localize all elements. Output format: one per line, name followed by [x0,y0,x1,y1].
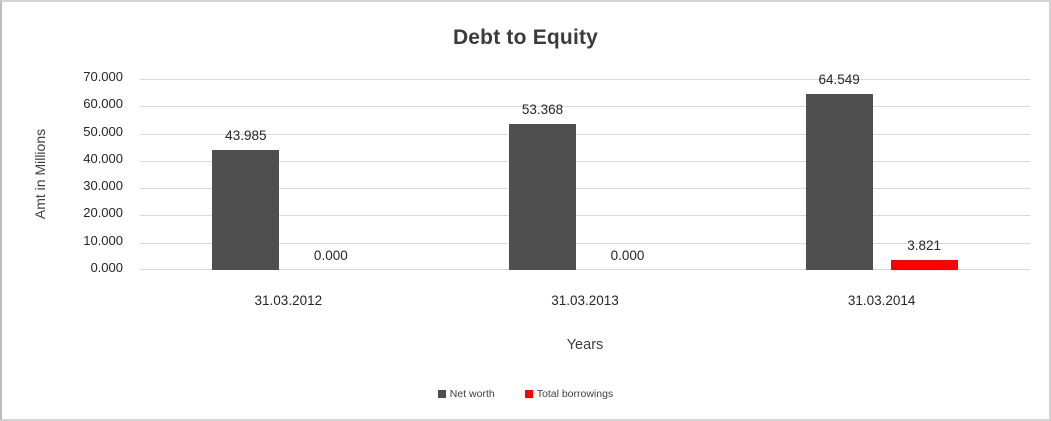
y-axis-tick-label: 0.000 [90,260,123,275]
y-axis-tick-label: 30.000 [83,178,123,194]
gridline [140,269,1030,270]
gridline [140,160,1030,162]
data-label: 3.821 [907,237,942,253]
gridline [140,106,1030,108]
legend: Net worth Total borrowings [2,388,1049,400]
x-axis-category-label: 31.03.2014 [847,293,916,308]
y-axis-tick-labels: 0.000 10.000 20.000 30.000 40.000 50.000 60.00… [2,69,123,275]
bar-net-worth [805,93,873,270]
legend-item-total-borrowings: Total borrowings [524,388,614,400]
x-axis-category-label: 31.03.2012 [254,293,323,308]
x-axis-category-label: 31.03.2013 [551,293,619,308]
gridline [140,215,1030,217]
gridline [140,79,1030,80]
data-label: 0.000 [313,248,348,263]
bar-group: 64.549 3.821 [733,72,1030,270]
bar-total-borrowings [890,259,958,270]
chart-title: Debt to Equity [452,26,599,49]
bar-net-worth [212,149,280,270]
plot-area: 43.985 0.000 53.368 0.000 64.549 3.821 [140,72,1030,270]
gridline [140,188,1030,190]
y-axis-tick-label: 70.000 [83,69,123,84]
legend-swatch-icon [437,390,446,398]
gridline [140,133,1030,135]
data-label: 0.000 [610,248,645,263]
legend-label: Total borrowings [536,388,614,400]
bar-group: 53.368 0.000 [437,79,734,270]
bar-net-worth [508,124,576,270]
y-axis-tick-label: 50.000 [83,123,123,139]
legend-item-net-worth: Net worth [437,388,495,400]
bar-group: 43.985 0.000 [140,79,437,270]
y-axis-tick-label: 60.000 [83,96,123,112]
data-label: 64.549 [818,71,860,87]
data-label: 53.368 [521,102,564,118]
data-label: 43.985 [225,127,267,143]
gridline [140,242,1030,244]
legend-label: Net worth [449,388,495,400]
y-axis-tick-label: 40.000 [83,150,123,166]
x-axis-title: Years [566,337,604,353]
y-axis-tick-label: 10.000 [83,232,123,248]
x-axis-category-labels: 31.03.2012 31.03.2013 31.03.2014 [140,293,1030,311]
legend-swatch-icon [524,390,533,398]
y-axis-tick-label: 20.000 [83,205,123,221]
